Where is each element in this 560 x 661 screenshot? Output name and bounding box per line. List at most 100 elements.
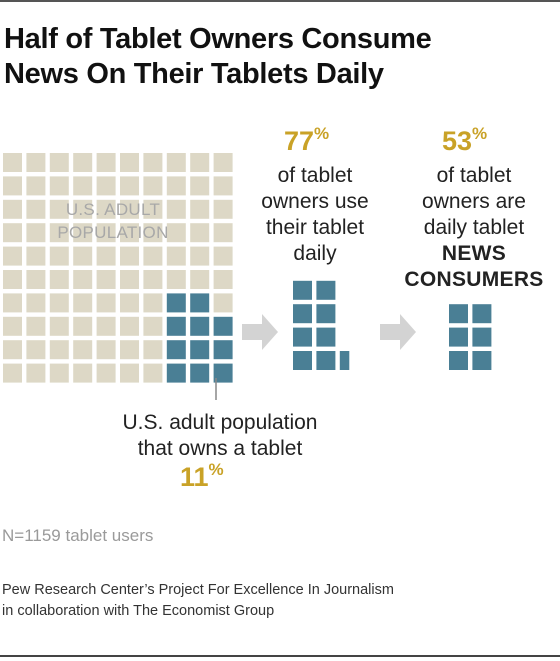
population-square — [143, 199, 163, 219]
population-square — [3, 270, 22, 289]
source-note: Pew Research Center’s Project For Excell… — [2, 580, 394, 622]
news-consumer-percent-unit: % — [472, 124, 488, 143]
population-square — [190, 223, 210, 243]
population-square — [96, 176, 116, 196]
population-square — [49, 363, 69, 383]
news-consumer-label-bold-1: NEWS — [441, 242, 507, 265]
population-square — [120, 340, 139, 360]
population-square — [143, 246, 163, 266]
population-square — [143, 176, 163, 196]
population-square — [213, 199, 233, 219]
sample-note: N=1159 tablet users — [2, 526, 154, 545]
population-square — [96, 246, 116, 266]
title-line-2: News On Their Tablets Daily — [4, 58, 384, 90]
population-square — [26, 246, 46, 266]
population-square — [26, 363, 46, 383]
news-consumer-square — [449, 327, 468, 347]
tablet-owner-percent-value: 11 — [180, 462, 209, 492]
tablet-owner-square — [190, 363, 210, 383]
population-square — [49, 293, 69, 313]
population-square — [49, 340, 69, 360]
population-square — [143, 270, 163, 289]
population-square — [120, 316, 139, 336]
population-square — [213, 293, 233, 313]
population-square — [213, 153, 233, 172]
daily-user-square — [293, 351, 312, 370]
population-square — [120, 223, 139, 243]
population-square — [49, 153, 69, 172]
tablet-owner-square — [166, 316, 186, 336]
population-square — [213, 223, 233, 243]
source-line-2: in collaboration with The Economist Grou… — [2, 603, 275, 619]
population-square — [213, 176, 233, 196]
population-square — [49, 176, 69, 196]
arrow-icon — [242, 314, 278, 350]
tablet-owner-square — [166, 363, 186, 383]
tablet-owner-square — [213, 316, 233, 336]
news-consumer-percent-value: 53 — [442, 126, 473, 156]
population-square — [120, 176, 139, 196]
population-square — [49, 246, 69, 266]
population-label-line-1: U.S. ADULT — [65, 200, 161, 219]
population-label: U.S. ADULT POPULATION — [28, 198, 198, 244]
population-square — [190, 153, 210, 172]
population-square — [49, 270, 69, 289]
population-square — [3, 153, 22, 172]
population-square — [26, 223, 46, 243]
daily-user-square — [316, 351, 336, 370]
population-square — [143, 363, 163, 383]
population-square — [3, 199, 22, 219]
news-consumer-square — [449, 351, 468, 370]
population-square — [3, 340, 22, 360]
tablet-daily-percent-unit: % — [314, 124, 330, 143]
tablet-daily-label-line-4: daily — [293, 242, 337, 265]
tablet-owner-percent-unit: % — [208, 460, 224, 479]
population-square — [143, 293, 163, 313]
tablet-owner-label-line-2: that owns a tablet — [137, 437, 303, 460]
population-square — [96, 340, 116, 360]
population-square — [26, 176, 46, 196]
population-square — [166, 176, 186, 196]
population-square — [3, 363, 22, 383]
population-square — [166, 223, 186, 243]
population-square — [73, 176, 93, 196]
source-line-1: Pew Research Center’s Project For Excell… — [2, 582, 394, 598]
news-consumer-square — [472, 327, 492, 347]
population-square — [190, 270, 210, 289]
population-square — [96, 316, 116, 336]
population-square — [26, 153, 46, 172]
population-square — [73, 270, 93, 289]
population-square — [190, 176, 210, 196]
population-square — [166, 270, 186, 289]
population-square — [120, 153, 139, 172]
population-square — [3, 316, 22, 336]
population-square — [73, 293, 93, 313]
news-consumer-square — [449, 304, 468, 324]
news-consumer-label-line-1: of tablet — [436, 164, 512, 187]
population-square — [73, 246, 93, 266]
tablet-daily-percent-value: 77 — [284, 126, 315, 156]
top-rule — [0, 0, 560, 2]
population-label-line-2: POPULATION — [57, 223, 169, 242]
population-square — [166, 199, 186, 219]
population-square — [213, 270, 233, 289]
tablet-owner-square — [190, 340, 210, 360]
population-square — [49, 223, 69, 243]
population-square — [3, 293, 22, 313]
population-square — [73, 223, 93, 243]
population-square — [73, 316, 93, 336]
population-square — [96, 223, 116, 243]
daily-user-square — [293, 327, 312, 347]
news-consumer-percent: 53% — [442, 124, 488, 157]
population-square — [49, 199, 69, 219]
population-square — [190, 246, 210, 266]
news-consumer-label-line-2: owners are — [422, 190, 526, 213]
news-consumer-label-bold-2: CONSUMERS — [404, 268, 544, 291]
tablet-owner-square — [213, 363, 233, 383]
population-square — [73, 340, 93, 360]
population-square — [166, 153, 186, 172]
chart-title: Half of Tablet Owners Consume News On Th… — [4, 22, 544, 92]
tablet-daily-label-line-3: their tablet — [265, 216, 365, 239]
news-consumer-square — [472, 351, 492, 370]
